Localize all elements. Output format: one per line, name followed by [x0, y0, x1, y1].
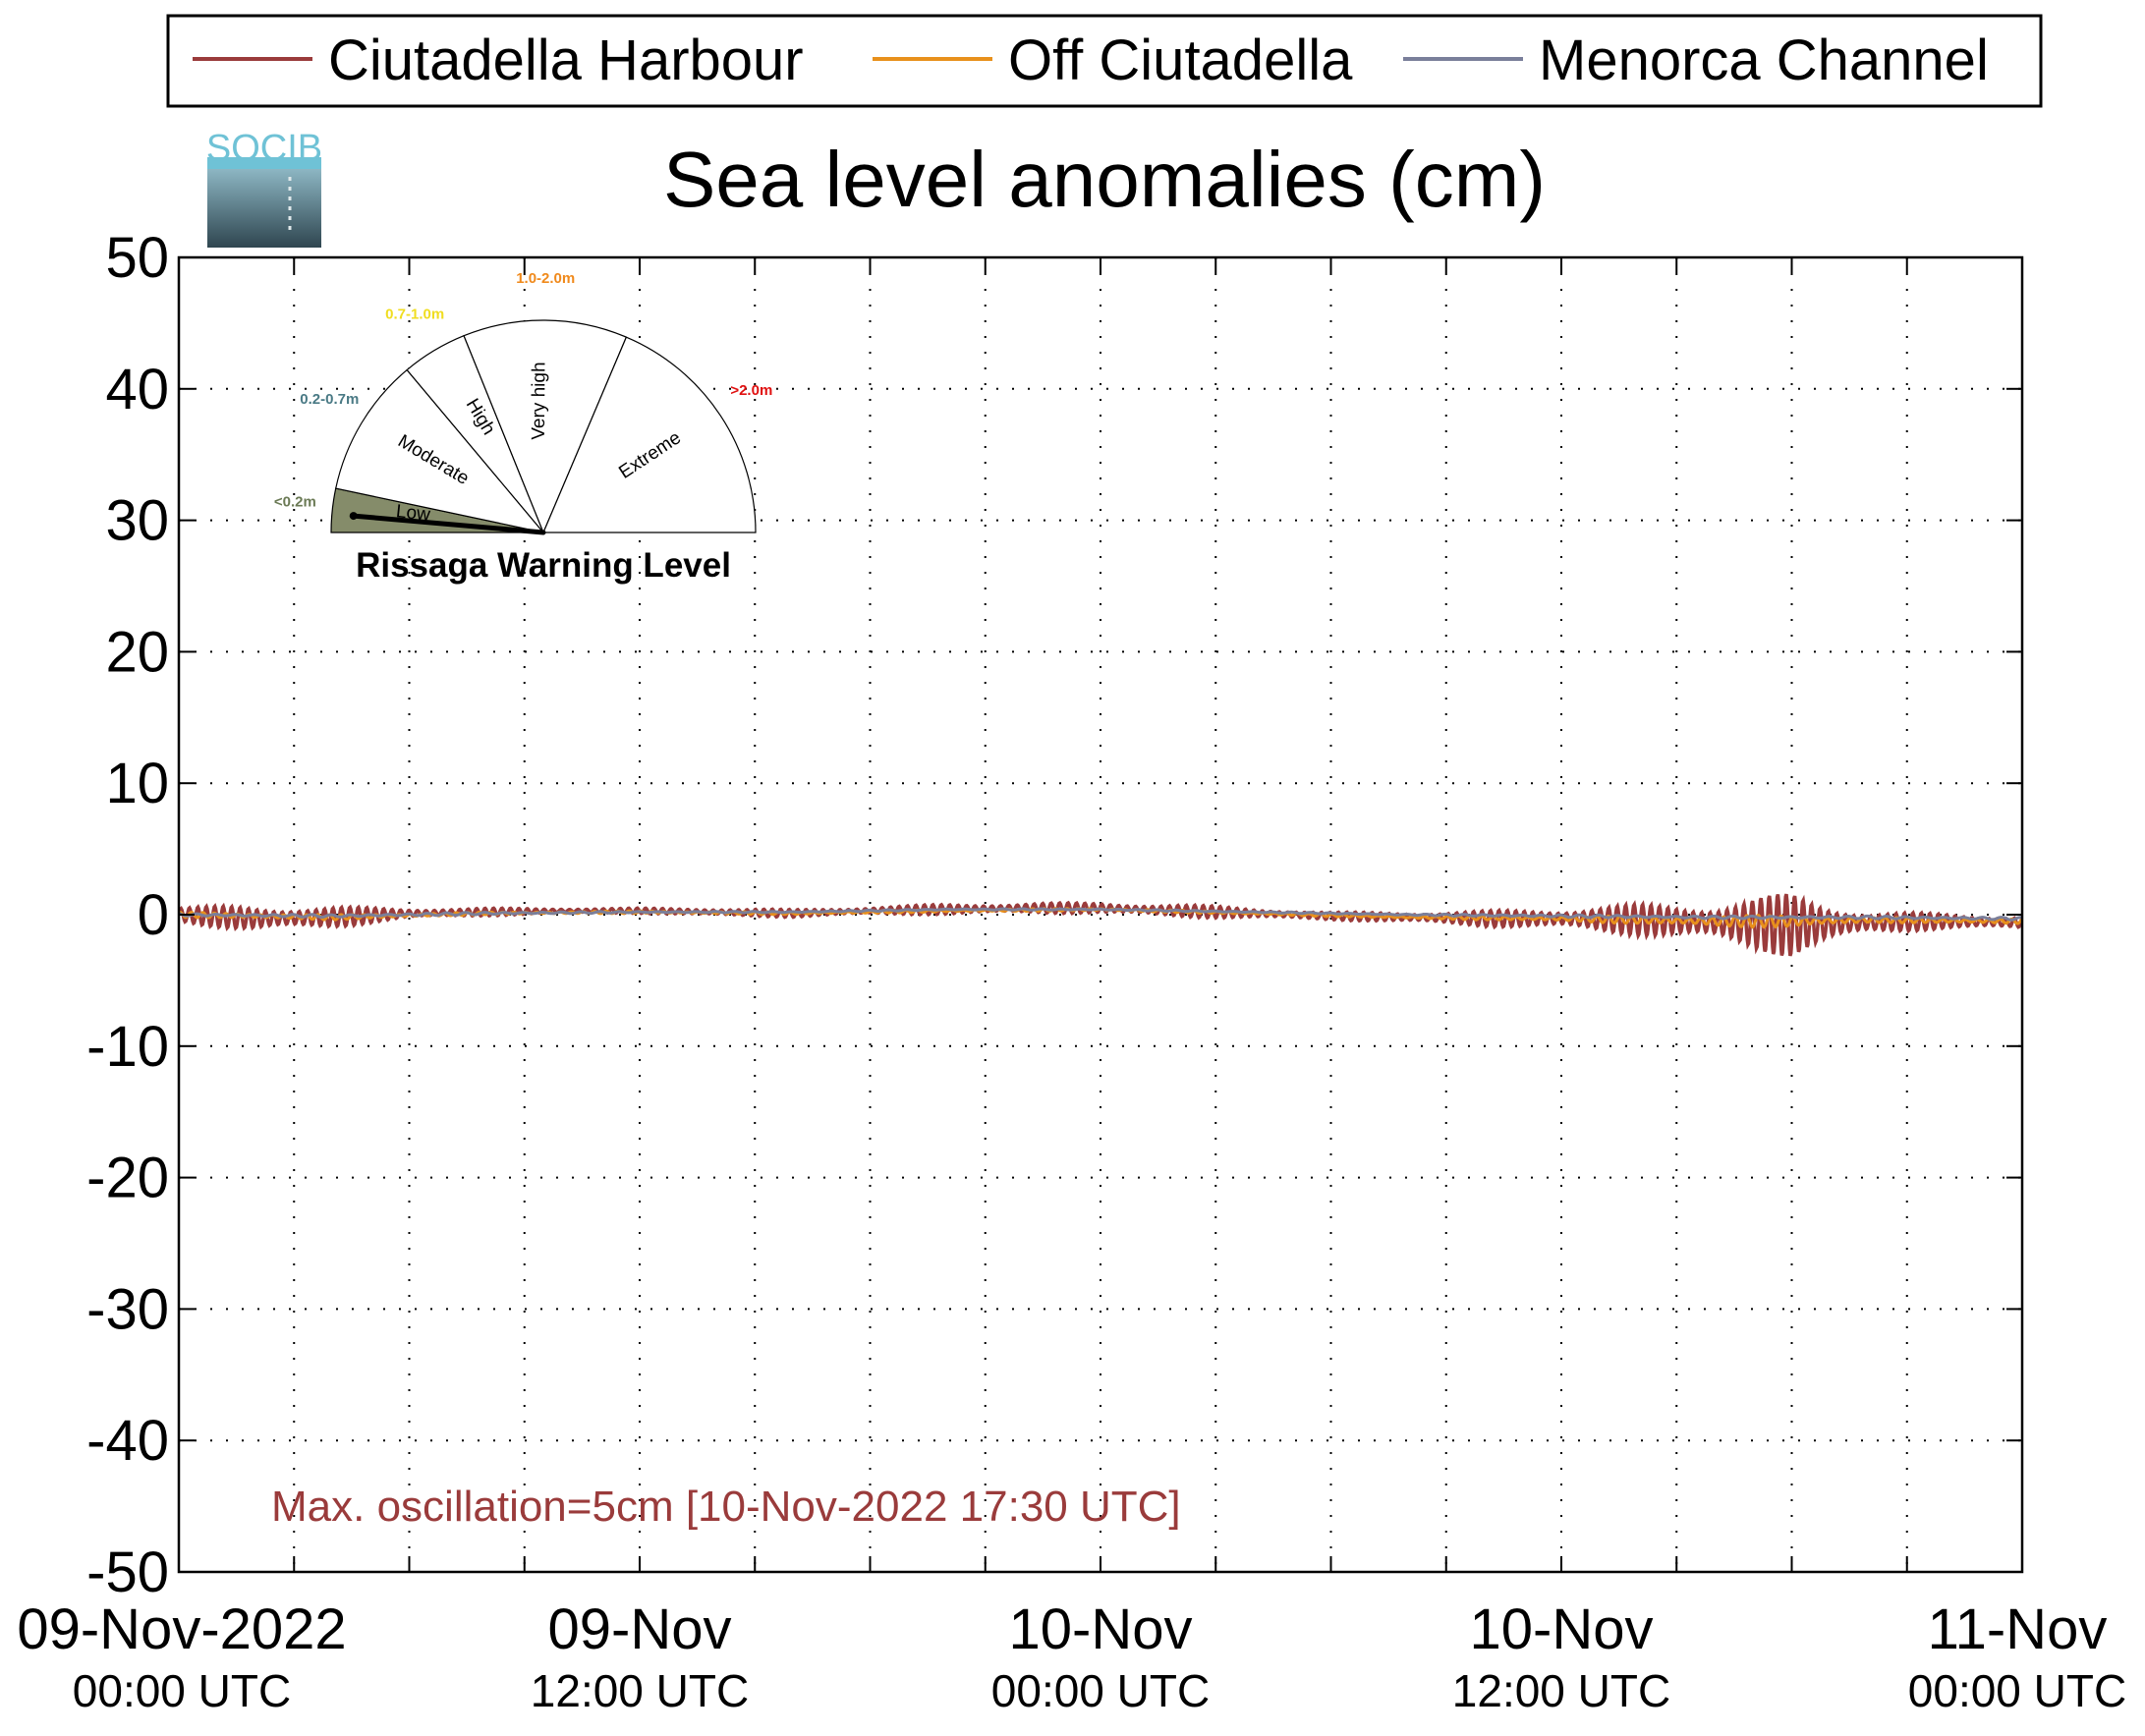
y-tick-label: 40 [105, 358, 169, 421]
gauge-sector-4 [542, 336, 757, 533]
x-tick-label-date: 09-Nov-2022 [17, 1597, 346, 1661]
gauge-title: Rissaga Warning Level [356, 546, 731, 585]
y-axis-labels: 50 40 30 20 10 0 -10 -20 -30 -40 -50 [86, 226, 169, 1604]
y-tick-label: 10 [105, 752, 169, 815]
series-group [179, 893, 2022, 957]
y-tick-label: -20 [86, 1147, 169, 1210]
legend: Ciutadella Harbour Off Ciutadella Menorca … [166, 14, 2043, 108]
gauge-sector-1 [335, 368, 545, 533]
y-tick-label: -40 [86, 1409, 169, 1473]
x-tick-label-time: 00:00 UTC [73, 1665, 291, 1716]
series-line-2 [179, 907, 2022, 922]
legend-label-0: Ciutadella Harbour [328, 28, 804, 92]
gauge-category-label-3: Very high [529, 362, 550, 439]
logo-text: SOCIB [206, 128, 322, 169]
x-tick-label-date: 11-Nov [1928, 1597, 2108, 1661]
series-line-0 [179, 893, 2022, 957]
gauge-range-label-0: <0.2m [274, 493, 316, 510]
x-tick-label-date: 09-Nov [548, 1597, 732, 1661]
max-oscillation-annotation: Max. oscillation=5cm [10-Nov-2022 17:30 … [271, 1483, 1181, 1531]
gauge-range-label-4: >2.0m [730, 382, 772, 399]
gauge-range-label-1: 0.2-0.7m [300, 391, 359, 408]
logo-band [207, 157, 321, 169]
gauge-needle [351, 513, 546, 535]
y-tick-label: -50 [86, 1540, 169, 1604]
gauge-range-label-3: 1.0-2.0m [516, 270, 575, 287]
y-tick-label: 0 [138, 883, 169, 947]
y-tick-label: 20 [105, 620, 169, 684]
y-tick-label: -10 [86, 1015, 169, 1079]
gauge-needle-tip [349, 512, 358, 521]
legend-label-2: Menorca Channel [1539, 28, 1989, 92]
y-tick-label: -30 [86, 1277, 169, 1341]
gauge-sector-3 [463, 319, 628, 534]
legend-box [166, 14, 2043, 108]
y-tick-label: 30 [105, 489, 169, 553]
y-tick-label: 50 [105, 226, 169, 290]
legend-label-1: Off Ciutadella [1008, 28, 1353, 92]
x-tick-label-date: 10-Nov [1009, 1597, 1193, 1661]
tick-marks [178, 256, 2023, 1573]
socib-logo: SOCIB [206, 128, 322, 248]
x-tick-label-time: 00:00 UTC [991, 1665, 1210, 1716]
logo-block [207, 167, 321, 248]
gauge-range-label-2: 0.7-1.0m [385, 306, 444, 322]
chart-title: Sea level anomalies (cm) [663, 136, 1546, 223]
x-tick-label-time: 12:00 UTC [531, 1665, 749, 1716]
x-tick-label-time: 12:00 UTC [1452, 1665, 1670, 1716]
x-tick-label-time: 00:00 UTC [1908, 1665, 2126, 1716]
x-tick-label-date: 10-Nov [1470, 1597, 1654, 1661]
